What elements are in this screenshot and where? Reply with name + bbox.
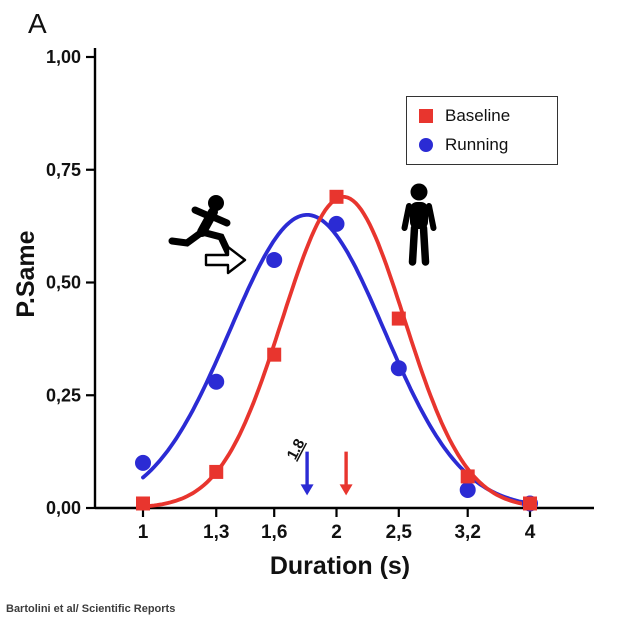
y-tick-label: 1,00 [46,47,81,67]
running-data-point [208,373,225,390]
legend-label-baseline: Baseline [445,106,511,125]
running-data-point [459,481,476,498]
y-tick-label: 0,50 [46,273,81,293]
running-circle-marker-icon [419,138,433,152]
legend-item-baseline: Baseline [419,106,545,126]
x-tick-label: 1,3 [203,522,229,543]
x-tick-label: 1,6 [261,522,287,543]
baseline-square-marker-icon [419,109,433,123]
baseline-data-point [136,496,150,511]
baseline-data-point [523,496,537,511]
y-axis-label: P.Same [12,230,40,318]
open-right-arrow-icon [204,245,247,275]
credit-watermark: Bartolini et al/ Scientific Reports [6,603,176,615]
running-peak-label: 1.8 [284,436,309,462]
baseline-data-point [209,464,224,479]
x-tick-label: 3,2 [454,522,480,543]
running-data-point [266,251,283,268]
legend-item-running: Running [419,135,545,155]
baseline-data-point [267,347,282,362]
x-tick-label: 2,5 [386,522,413,543]
y-tick-label: 0,00 [46,498,81,518]
baseline-peak-arrow-head [339,484,353,496]
y-tick-label: 0,25 [46,385,81,405]
legend: Baseline Running [406,96,558,165]
x-tick-label: 2 [331,522,342,543]
runner-icon [168,195,232,256]
standing-person-icon [401,183,437,266]
x-axis-label: Duration (s) [269,552,411,580]
x-tick-label: 4 [525,522,536,543]
running-data-point [390,360,407,377]
baseline-data-point [329,189,344,204]
x-tick-label: 1 [138,522,149,543]
baseline-data-point [460,469,475,484]
panel-letter: A [28,8,47,39]
running-data-point [328,215,345,232]
running-data-point [135,454,151,471]
legend-label-running: Running [445,135,509,154]
baseline-data-point [391,311,406,326]
running-peak-arrow-head [300,484,314,496]
y-tick-label: 0,75 [46,160,81,180]
